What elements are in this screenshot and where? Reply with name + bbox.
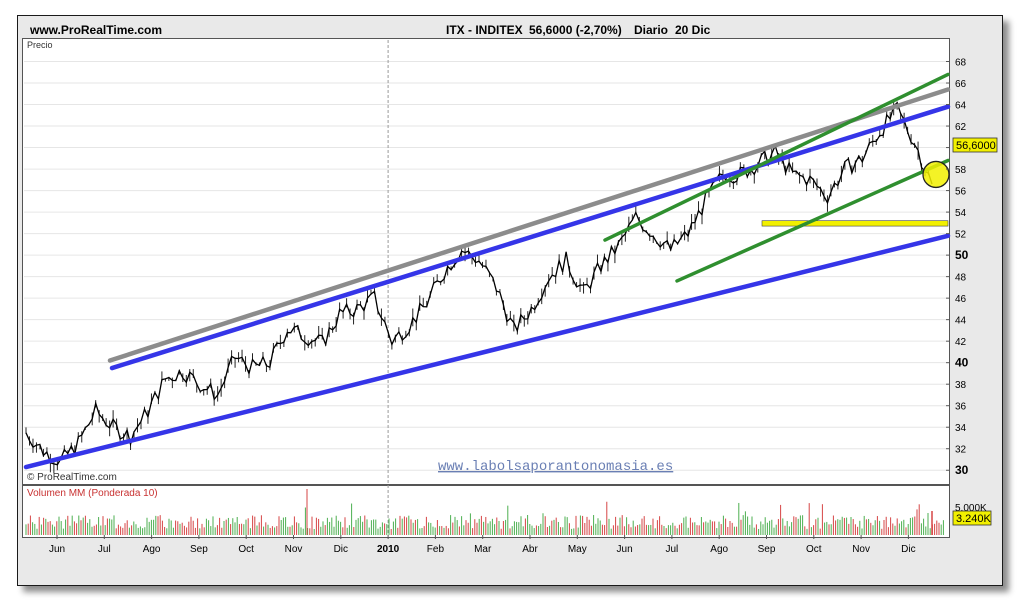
- y-tick-label: 54: [955, 208, 967, 219]
- x-tick-label: 2010: [377, 544, 400, 555]
- watermark-link[interactable]: www.labolsaporantonomasia.es: [438, 459, 673, 475]
- y-tick-label: 56: [955, 187, 967, 198]
- quote-text: 56,6000 (-2,70%): [529, 23, 622, 37]
- x-tick-label: Sep: [758, 544, 776, 555]
- x-tick-label: Abr: [522, 544, 538, 555]
- last-volume-tag-bg: [952, 510, 992, 526]
- volume-bars: [25, 489, 944, 535]
- support-band: [761, 220, 949, 227]
- date-text: 20 Dic: [675, 23, 711, 37]
- x-tick-label: Nov: [852, 544, 870, 555]
- price-label: Precio: [27, 40, 53, 50]
- y-tick-label: 36: [955, 402, 967, 413]
- x-tick-label: Oct: [806, 544, 822, 555]
- trendline: [107, 87, 951, 363]
- copyright-text: © ProRealTime.com: [27, 472, 117, 483]
- volume-label: Volumen MM (Ponderada 10): [27, 488, 158, 499]
- trendlines: [23, 72, 951, 470]
- y-tick-label: 42: [955, 337, 967, 348]
- y-tick-label: 48: [955, 273, 967, 284]
- last-price-tag-bg: [952, 137, 998, 153]
- trendline: [109, 104, 951, 371]
- trendline: [675, 158, 950, 283]
- x-tick-label: May: [568, 544, 587, 555]
- x-tick-label: Jul: [666, 544, 679, 555]
- y-tick-label: 64: [955, 101, 967, 112]
- x-tick-label: Oct: [238, 544, 254, 555]
- y-tick-label: 38: [955, 380, 967, 391]
- last-volume-tag: 3.240K: [956, 513, 992, 525]
- y-tick-label: 30: [955, 463, 969, 477]
- x-tick-label: Ago: [710, 544, 728, 555]
- y-tick-label: 52: [955, 230, 967, 241]
- site-name: www.ProRealTime.com: [30, 23, 163, 37]
- y-tick-label: 34: [955, 423, 967, 434]
- x-tick-label: Sep: [190, 544, 208, 555]
- x-tick-label: Jul: [98, 544, 111, 555]
- y-tick-label: 50: [955, 248, 969, 262]
- y-tick-label: 44: [955, 316, 967, 327]
- volume-scale-label: 5.000K: [955, 503, 987, 514]
- symbol-title: ITX - INDITEX: [446, 23, 523, 37]
- period-text: Diario: [634, 23, 669, 37]
- y-tick-label: 62: [955, 122, 967, 133]
- x-tick-label: Jun: [49, 544, 65, 555]
- y-tick-label: 68: [955, 58, 967, 69]
- y-tick-label: 32: [955, 445, 967, 456]
- x-tick-label: Jun: [617, 544, 633, 555]
- y-axis-ticks: 3032343638404244464850525456586062646668: [946, 58, 969, 477]
- x-tick-label: Dic: [901, 544, 915, 555]
- x-tick-label: Mar: [474, 544, 492, 555]
- trendline: [23, 233, 951, 470]
- y-tick-label: 58: [955, 165, 967, 176]
- x-tick-label: Feb: [427, 544, 445, 555]
- y-tick-label: 66: [955, 79, 967, 90]
- x-tick-label: Dic: [334, 544, 348, 555]
- y-tick-label: 46: [955, 294, 967, 305]
- trendline: [603, 72, 950, 242]
- x-axis-ticks: Jun Jul Ago Sep Oct Nov Dic 2010 Feb Mar Abr May Jun…: [49, 535, 916, 555]
- highlight-circle: [922, 160, 950, 189]
- x-tick-label: Ago: [143, 544, 161, 555]
- y-tick-label: 40: [955, 356, 969, 370]
- price-series-line: [25, 101, 933, 466]
- last-price-tag: 56,6000: [956, 140, 996, 152]
- grid-lines: [24, 40, 946, 535]
- x-tick-label: Nov: [285, 544, 303, 555]
